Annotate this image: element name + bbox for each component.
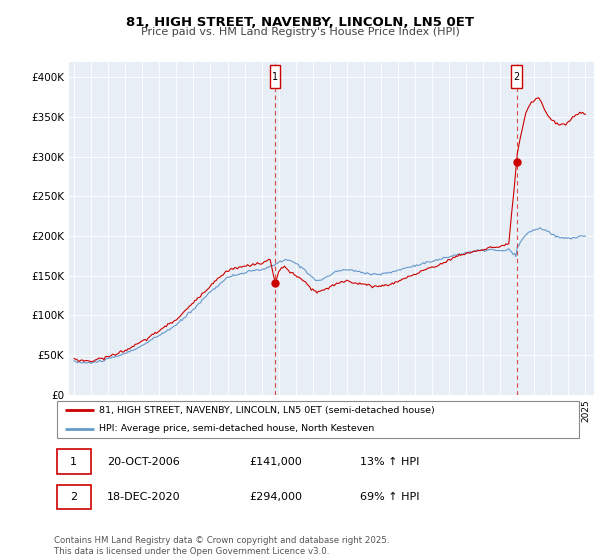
Text: 2: 2 — [70, 492, 77, 502]
Text: £141,000: £141,000 — [250, 457, 302, 466]
FancyBboxPatch shape — [56, 401, 580, 438]
Text: 20-OCT-2006: 20-OCT-2006 — [107, 457, 179, 466]
FancyBboxPatch shape — [270, 65, 280, 88]
Text: 81, HIGH STREET, NAVENBY, LINCOLN, LN5 0ET (semi-detached house): 81, HIGH STREET, NAVENBY, LINCOLN, LN5 0… — [99, 405, 434, 414]
Text: £294,000: £294,000 — [250, 492, 302, 502]
Text: 1: 1 — [272, 72, 278, 82]
Text: Price paid vs. HM Land Registry's House Price Index (HPI): Price paid vs. HM Land Registry's House … — [140, 27, 460, 37]
Text: 1: 1 — [70, 457, 77, 466]
Text: Contains HM Land Registry data © Crown copyright and database right 2025.
This d: Contains HM Land Registry data © Crown c… — [54, 536, 389, 556]
Text: 2: 2 — [514, 72, 520, 82]
FancyBboxPatch shape — [511, 65, 522, 88]
Text: 81, HIGH STREET, NAVENBY, LINCOLN, LN5 0ET: 81, HIGH STREET, NAVENBY, LINCOLN, LN5 0… — [126, 16, 474, 29]
Text: 69% ↑ HPI: 69% ↑ HPI — [360, 492, 420, 502]
Text: HPI: Average price, semi-detached house, North Kesteven: HPI: Average price, semi-detached house,… — [99, 424, 374, 433]
FancyBboxPatch shape — [56, 449, 91, 474]
Text: 13% ↑ HPI: 13% ↑ HPI — [360, 457, 419, 466]
FancyBboxPatch shape — [56, 484, 91, 510]
Text: 18-DEC-2020: 18-DEC-2020 — [107, 492, 181, 502]
